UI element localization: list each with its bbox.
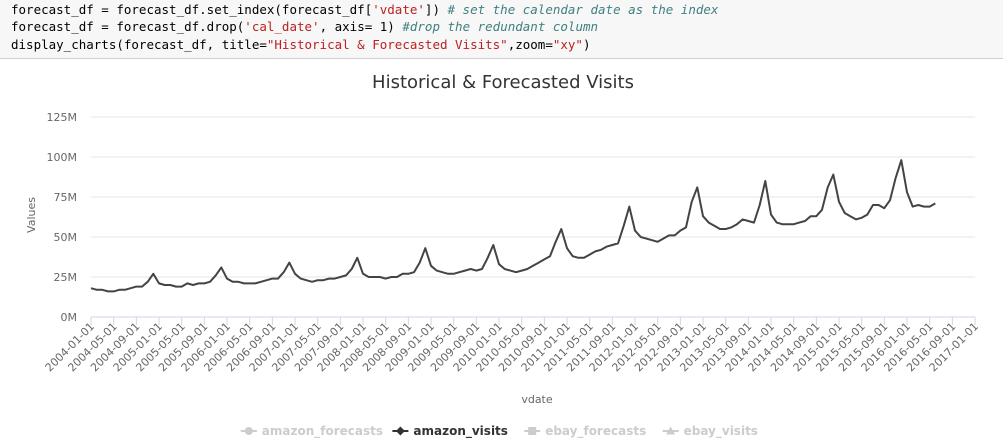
y-tick-label: 125M bbox=[47, 111, 78, 124]
y-tick-label: 75M bbox=[54, 191, 78, 204]
code-text: forecast_df = forecast_df.set_index(fore… bbox=[11, 2, 373, 17]
y-tick-label: 0M bbox=[61, 311, 78, 324]
square-marker-icon bbox=[528, 427, 537, 435]
diamond-marker-icon bbox=[395, 426, 405, 436]
code-string: 'vdate' bbox=[372, 2, 425, 17]
series-layer bbox=[90, 159, 936, 293]
legend-item-amazon_visits[interactable]: amazon_visits bbox=[392, 424, 508, 439]
y-tick-label: 100M bbox=[47, 151, 78, 164]
code-line-2: forecast_df = forecast_df.drop('cal_date… bbox=[11, 19, 598, 35]
y-axis-ticks: 0M 25M 50M 75M 100M 125M bbox=[47, 111, 78, 324]
y-tick-label: 25M bbox=[54, 271, 78, 284]
chart-container[interactable]: Historical & Forecasted Visits 0M 25M 50M 7… bbox=[5, 62, 1001, 445]
code-comment: # set the calendar date as the index bbox=[447, 2, 719, 17]
x-axis-ticks: 2004-01-012004-05-012004-09-012005-01-01… bbox=[43, 320, 981, 374]
legend-label: ebay_forecasts bbox=[545, 424, 646, 439]
circle-marker-icon bbox=[244, 427, 253, 435]
code-cell[interactable]: forecast_df = forecast_df.set_index(fore… bbox=[0, 0, 1003, 59]
y-tick-label: 50M bbox=[54, 231, 78, 244]
code-string: 'cal_date' bbox=[244, 19, 320, 34]
series-line-amazon_visits bbox=[90, 159, 936, 293]
x-axis-tick-marks bbox=[90, 317, 976, 325]
code-text: forecast_df = forecast_df.drop( bbox=[11, 19, 245, 34]
legend-label: ebay_visits bbox=[684, 424, 758, 439]
y-axis-label: Values bbox=[25, 197, 38, 233]
triangle-marker-icon bbox=[666, 426, 676, 435]
legend-item-ebay_visits[interactable]: ebay_visits bbox=[662, 424, 758, 439]
x-axis-label: vdate bbox=[521, 393, 553, 406]
code-text: display_charts(forecast_df, title= bbox=[11, 37, 267, 52]
code-line-1: forecast_df = forecast_df.set_index(fore… bbox=[11, 2, 718, 18]
code-text: ) bbox=[582, 37, 591, 52]
code-text: ]) bbox=[424, 2, 448, 17]
gridlines bbox=[91, 116, 975, 318]
code-text: ,zoom= bbox=[507, 37, 553, 52]
legend-item-amazon_forecasts[interactable]: amazon_forecasts bbox=[240, 424, 383, 439]
line-chart[interactable]: Historical & Forecasted Visits 0M 25M 50M 7… bbox=[5, 62, 1001, 445]
code-text: , axis= 1) bbox=[319, 19, 403, 34]
code-string: "xy" bbox=[552, 37, 583, 52]
legend-label: amazon_visits bbox=[413, 424, 508, 439]
chart-title: Historical & Forecasted Visits bbox=[372, 72, 634, 93]
code-string: "Historical & Forecasted Visits" bbox=[266, 37, 508, 52]
legend-item-ebay_forecasts[interactable]: ebay_forecasts bbox=[524, 424, 646, 439]
code-comment: #drop the redundant column bbox=[402, 19, 599, 34]
legend[interactable]: amazon_forecasts amazon_visits ebay_foreca… bbox=[240, 424, 758, 439]
code-line-3: display_charts(forecast_df, title="Histo… bbox=[11, 37, 591, 53]
legend-label: amazon_forecasts bbox=[262, 424, 383, 439]
